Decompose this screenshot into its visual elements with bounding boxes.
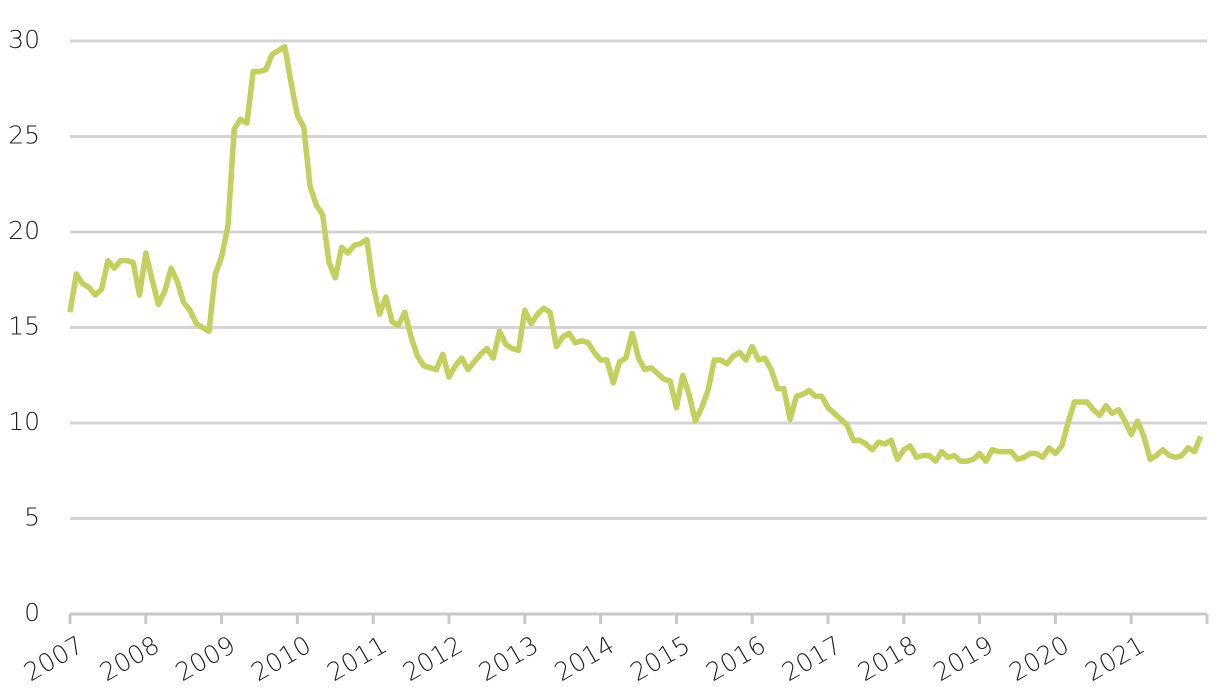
data-line bbox=[67, 43, 1204, 464]
x-tick-label: 2011 bbox=[322, 630, 392, 687]
x-tick-label: 2013 bbox=[474, 630, 544, 687]
y-tick-label: 20 bbox=[8, 216, 40, 245]
x-tick-label: 2008 bbox=[95, 630, 165, 687]
x-tick-label: 2021 bbox=[1080, 630, 1150, 687]
x-tick-label: 2020 bbox=[1004, 630, 1074, 687]
x-tick-label: 2012 bbox=[398, 630, 468, 687]
y-tick-label: 0 bbox=[24, 598, 40, 627]
x-tick-label: 2018 bbox=[853, 630, 923, 687]
y-tick-label: 5 bbox=[24, 503, 40, 532]
x-tick-label: 2017 bbox=[777, 630, 847, 687]
x-tick-label: 2010 bbox=[246, 630, 316, 687]
x-tick-label: 2016 bbox=[701, 630, 771, 687]
x-tick-label: 2009 bbox=[170, 630, 240, 687]
y-tick-label: 10 bbox=[8, 407, 40, 436]
y-tick-label: 15 bbox=[8, 312, 40, 341]
x-tick-label: 2007 bbox=[19, 630, 89, 687]
x-tick-label: 2019 bbox=[928, 630, 998, 687]
x-tick-label: 2014 bbox=[549, 630, 619, 687]
x-tick-label: 2015 bbox=[625, 630, 695, 687]
y-tick-label: 25 bbox=[8, 121, 40, 150]
y-tick-label: 30 bbox=[8, 25, 40, 54]
